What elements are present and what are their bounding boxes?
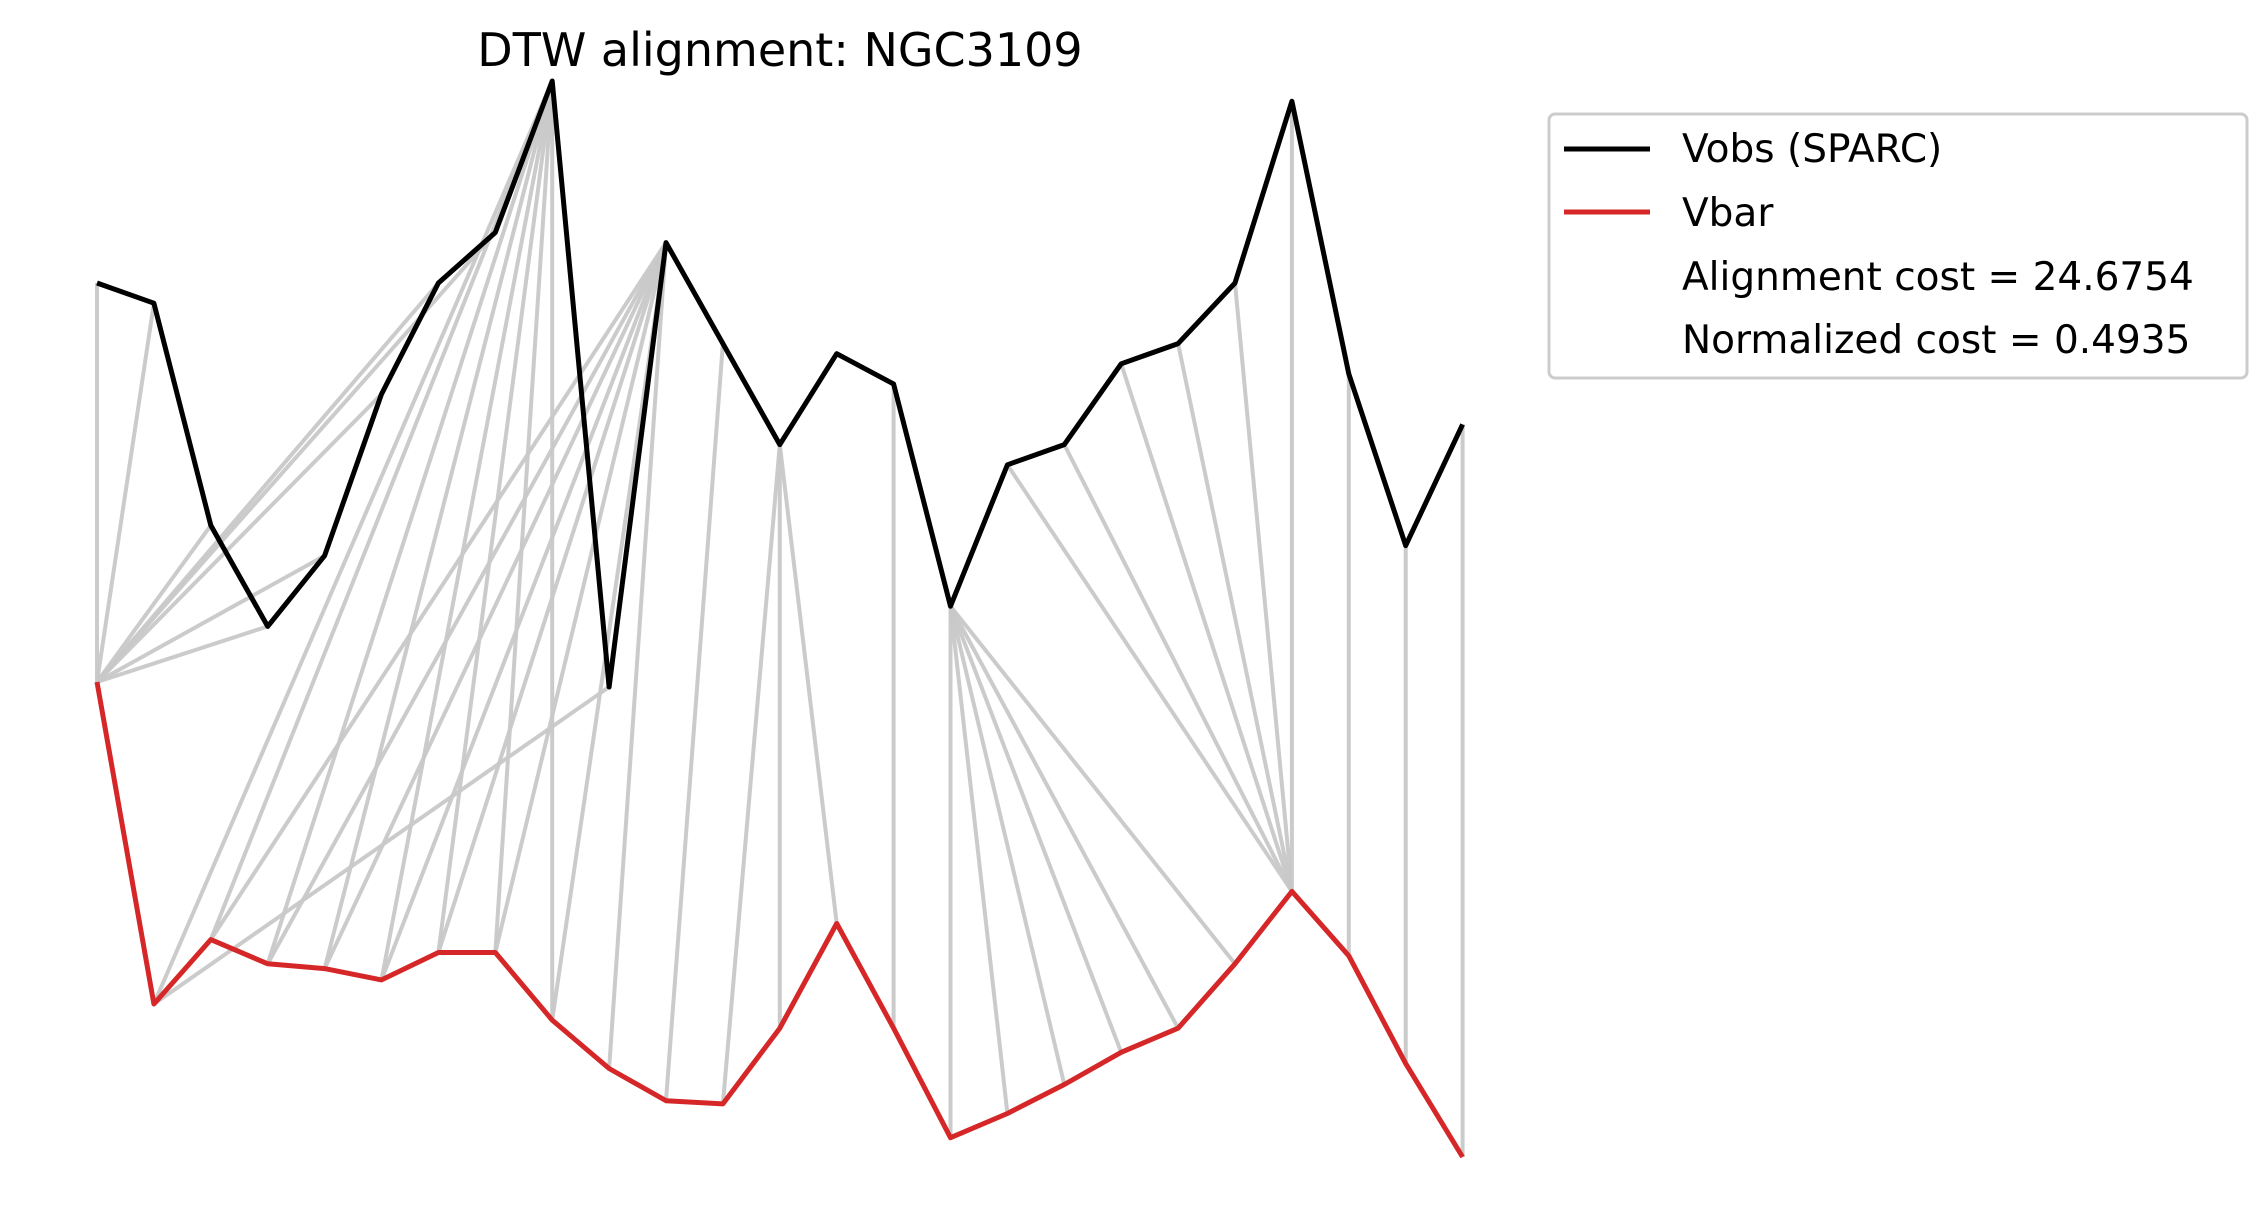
alignment-line xyxy=(379,241,668,981)
alignment-line xyxy=(720,444,782,1105)
legend-alignment-cost: Alignment cost = 24.6754 xyxy=(1682,255,2194,300)
vobs-line xyxy=(96,78,1465,690)
alignment-line xyxy=(948,605,1124,1054)
legend-frame xyxy=(1547,112,2249,380)
alignment-line xyxy=(664,343,725,1101)
alignment-line xyxy=(265,241,668,965)
legend-normalized-cost: Normalized cost = 0.4935 xyxy=(1682,318,2190,363)
alignment-line xyxy=(436,80,555,953)
alignment-line xyxy=(1062,443,1294,893)
alignment-line xyxy=(379,80,555,981)
alignment-line xyxy=(209,241,668,941)
alignment-line xyxy=(95,524,213,684)
alignment-line xyxy=(948,605,1067,1085)
legend: Vobs (SPARC) Vbar Alignment cost = 24.67… xyxy=(1547,112,2249,380)
alignment-line xyxy=(95,392,383,684)
legend-label-vbar: Vbar xyxy=(1682,191,1774,236)
alignment-line xyxy=(1005,463,1294,893)
alignment-line xyxy=(1233,282,1294,892)
series-lines xyxy=(94,78,1465,1159)
alignment-line xyxy=(948,605,1010,1114)
alignment-line xyxy=(777,444,839,924)
alignment-line xyxy=(1119,363,1294,893)
alignment-line xyxy=(493,242,668,953)
alignment-line xyxy=(265,80,555,965)
alignment-line xyxy=(95,302,156,683)
alignment-line xyxy=(322,80,555,970)
alignment-line xyxy=(607,242,668,1069)
alignment-line xyxy=(95,231,497,684)
legend-label-vobs: Vobs (SPARC) xyxy=(1682,127,1942,172)
alignment-line xyxy=(96,624,269,684)
alignment-line xyxy=(96,553,326,684)
alignment-line xyxy=(493,80,555,953)
alignment-lines xyxy=(95,80,1465,1157)
alignment-line xyxy=(436,241,668,954)
alignment-line xyxy=(948,605,1180,1030)
alignment-line xyxy=(152,80,555,1005)
alignment-line xyxy=(948,604,1237,966)
chart-title: DTW alignment: NGC3109 xyxy=(477,23,1082,77)
alignment-line xyxy=(208,80,555,941)
alignment-line xyxy=(322,241,668,970)
alignment-line xyxy=(1176,343,1294,892)
vbar-line xyxy=(94,681,1465,1159)
